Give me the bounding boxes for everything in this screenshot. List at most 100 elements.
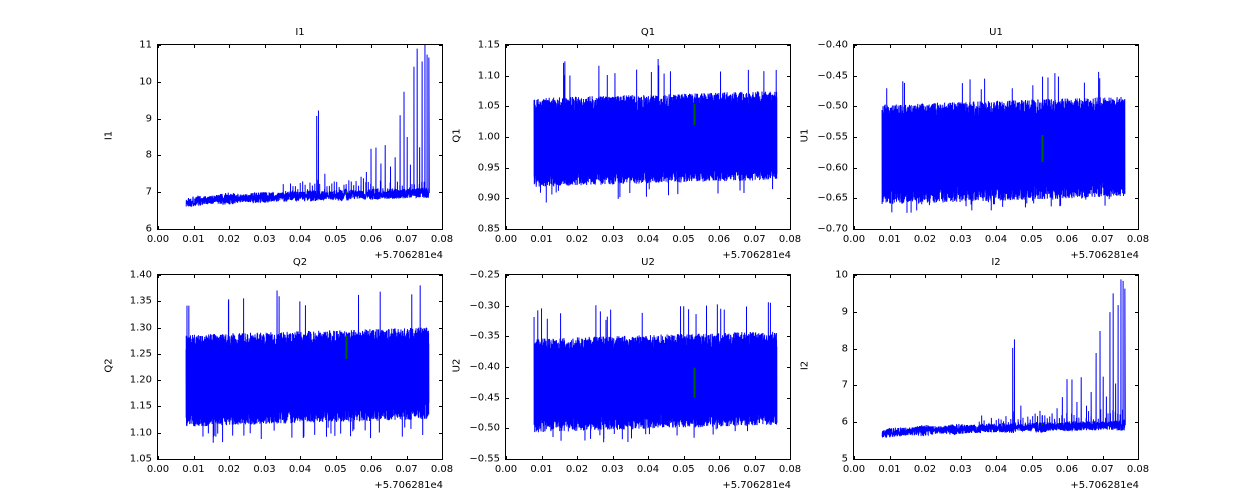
- y-tick-label: 10: [139, 76, 152, 88]
- x-tick-label: 0.04: [288, 234, 312, 245]
- series-plot: [185, 285, 430, 443]
- x-tick-mark-top: [577, 274, 578, 278]
- x-tick-label: 0.06: [707, 464, 731, 475]
- y-tick-mark: [853, 385, 857, 387]
- x-tick-label: 0.05: [1020, 464, 1043, 475]
- y-tick-label: 9: [145, 113, 152, 125]
- x-tick-mark-top: [925, 44, 926, 48]
- y-tick-mark: [853, 311, 857, 313]
- x-tick-mark: [1067, 226, 1068, 230]
- y-tick-label: 0.85: [477, 223, 500, 235]
- series-plot: [533, 302, 778, 443]
- y-tick-mark: [853, 137, 857, 138]
- x-tick-mark-top: [577, 44, 578, 48]
- y-axis-label: U2: [451, 358, 463, 373]
- y-tick-mark-right: [439, 301, 443, 303]
- y-tick-label: −0.65: [817, 192, 848, 204]
- x-tick-label: 0.08: [1126, 234, 1150, 245]
- y-tick-label: 1.15: [129, 400, 152, 412]
- y-tick-label: 9: [841, 306, 848, 318]
- x-tick-label: 0.00: [842, 234, 866, 245]
- axes-frame: [157, 274, 443, 460]
- y-axis-label: I1: [103, 130, 115, 141]
- y-tick-mark-right: [1135, 106, 1139, 108]
- x-tick-mark: [648, 456, 649, 460]
- y-axis-label: Q2: [103, 358, 115, 373]
- series-plot: [881, 279, 1126, 439]
- y-tick-label: 1.10: [477, 70, 500, 82]
- y-tick-mark: [157, 45, 161, 46]
- x-tick-mark: [506, 456, 507, 460]
- y-tick-mark: [505, 198, 509, 200]
- y-tick-mark: [505, 45, 509, 46]
- x-tick-label: 0.05: [1020, 234, 1043, 245]
- y-tick-label: 10: [835, 269, 848, 281]
- y-tick-mark: [853, 167, 857, 169]
- y-tick-mark-right: [787, 167, 791, 169]
- y-tick-mark: [853, 75, 857, 77]
- x-tick-mark-top: [1138, 274, 1139, 278]
- y-tick-mark-right: [439, 229, 443, 230]
- x-tick-mark-top: [648, 274, 649, 278]
- y-tick-mark: [157, 353, 161, 355]
- x-tick-label: 0.07: [743, 234, 766, 245]
- y-tick-mark-right: [439, 81, 443, 83]
- y-tick-label: −0.40: [817, 39, 848, 51]
- x-tick-mark: [854, 226, 855, 230]
- x-tick-mark-top: [193, 44, 195, 48]
- x-tick-mark: [264, 226, 266, 230]
- x-tick-mark: [193, 226, 195, 230]
- y-tick-label: 8: [145, 149, 152, 161]
- y-tick-label: −0.50: [817, 100, 848, 112]
- panel-title: U1: [989, 27, 1003, 38]
- x-tick-label: 0.06: [1055, 234, 1079, 245]
- y-tick-mark-right: [1135, 167, 1139, 169]
- axes-frame: [505, 44, 791, 230]
- x-tick-mark-top: [925, 274, 926, 278]
- x-tick-label: 0.04: [636, 464, 660, 475]
- x-tick-mark: [300, 456, 301, 460]
- x-tick-label: 0.03: [949, 234, 972, 245]
- axes-frame: [157, 44, 443, 230]
- x-tick-mark-top: [683, 44, 685, 48]
- panel-title: I1: [295, 27, 305, 38]
- x-tick-mark-top: [1031, 44, 1033, 48]
- x-tick-label: 0.04: [288, 464, 312, 475]
- x-tick-mark: [683, 456, 685, 460]
- x-tick-label: 0.02: [217, 464, 241, 475]
- y-tick-label: 1.10: [129, 427, 152, 439]
- x-tick-label: 0.07: [395, 234, 418, 245]
- y-tick-label: 7: [841, 379, 848, 391]
- y-tick-mark: [505, 305, 509, 307]
- plot-panel-q1: Q1 0.85 0.90 0.95 1.00 1.05 1.10 1.15 0.00 0.01 0.…: [452, 27, 802, 261]
- x-tick-mark-top: [854, 44, 855, 48]
- y-tick-mark: [853, 45, 857, 46]
- y-tick-label: 1.30: [129, 322, 152, 334]
- x-tick-label: 0.02: [217, 234, 241, 245]
- x-tick-label: 0.01: [182, 464, 205, 475]
- y-tick-label: 1.00: [477, 131, 500, 143]
- x-tick-label: 0.00: [494, 234, 518, 245]
- y-tick-mark-right: [439, 118, 443, 120]
- x-tick-mark-top: [854, 274, 855, 278]
- x-tick-mark-top: [889, 44, 891, 48]
- x-tick-mark: [889, 226, 891, 230]
- x-tick-mark: [790, 226, 791, 230]
- y-tick-mark: [157, 118, 161, 120]
- y-tick-mark-right: [1135, 385, 1139, 387]
- y-tick-label: 1.40: [129, 269, 152, 281]
- x-tick-mark-top: [506, 274, 507, 278]
- y-tick-label: −0.70: [817, 223, 848, 235]
- y-tick-mark-right: [1135, 229, 1139, 230]
- x-tick-mark: [612, 456, 614, 460]
- x-tick-mark-top: [719, 274, 720, 278]
- x-tick-mark-top: [158, 44, 159, 48]
- y-tick-label: 0.90: [477, 192, 500, 204]
- y-tick-mark-right: [1135, 348, 1139, 350]
- x-tick-mark: [648, 226, 649, 230]
- x-tick-mark: [371, 456, 372, 460]
- y-tick-mark: [505, 137, 509, 138]
- y-tick-mark: [505, 167, 509, 169]
- x-tick-label: 0.06: [1055, 464, 1079, 475]
- x-tick-mark: [612, 226, 614, 230]
